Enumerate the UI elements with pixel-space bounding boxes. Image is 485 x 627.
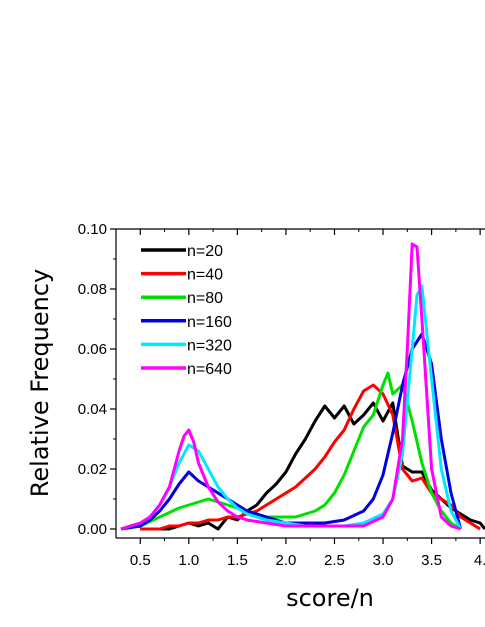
y-tick-label: 0.04 <box>78 401 107 418</box>
x-tick-label: 0.5 <box>130 552 151 569</box>
axes <box>110 228 485 544</box>
legend-label: n=20 <box>187 243 223 260</box>
tick-labels: 0.5 1.0 1.5 2.0 2.5 3.0 3.5 4. 0.00 0.02 0.04 0.06 0… <box>78 221 485 569</box>
y-tick-label: 0.06 <box>78 341 107 358</box>
y-tick-label: 0.02 <box>78 461 107 478</box>
x-tick-label: 2.0 <box>276 552 297 569</box>
legend: n=20 n=40 n=80 n=160 n=320 n=640 <box>141 243 232 378</box>
x-tick-label: 1.0 <box>178 552 199 569</box>
legend-label: n=640 <box>187 361 232 378</box>
series-line-n-640 <box>120 242 462 531</box>
x-axis-label: score/n <box>286 584 374 612</box>
x-tick-label: 3.5 <box>421 552 442 569</box>
series-layer <box>120 242 485 531</box>
y-tick-label: 0.00 <box>78 521 107 538</box>
y-axis-label: Relative Frequency <box>26 269 54 497</box>
legend-label: n=40 <box>187 267 223 284</box>
x-tick-label: 3.0 <box>373 552 394 569</box>
series-line-n-40 <box>140 383 481 531</box>
series-line-n-80 <box>120 371 462 531</box>
legend-label: n=80 <box>187 290 223 307</box>
y-tick-label: 0.10 <box>78 221 107 238</box>
x-tick-label: 1.5 <box>227 552 248 569</box>
legend-label: n=320 <box>187 337 232 354</box>
series-line-n-20 <box>140 401 485 531</box>
x-tick-label: 4. <box>474 552 485 569</box>
x-tick-label: 2.5 <box>324 552 345 569</box>
legend-label: n=160 <box>187 314 232 331</box>
y-tick-label: 0.08 <box>78 281 107 298</box>
